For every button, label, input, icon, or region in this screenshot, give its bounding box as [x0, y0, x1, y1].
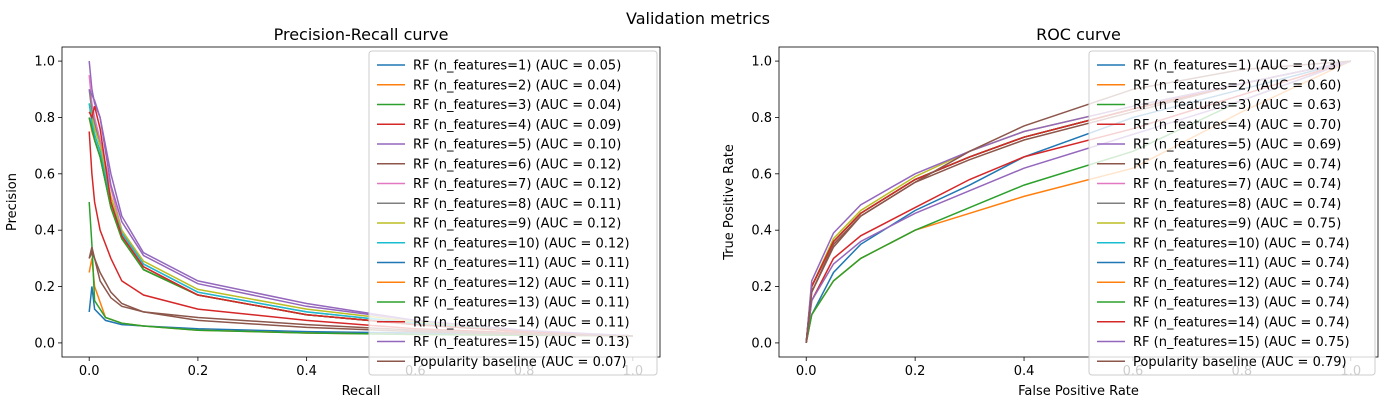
roc-ytick-label: 0.0 [751, 336, 772, 351]
pr-ytick-label: 0.0 [34, 336, 55, 351]
roc-ytick-label: 0.8 [751, 111, 772, 126]
pr-ytick-label: 0.4 [34, 224, 55, 239]
figure-suptitle: Validation metrics [626, 9, 770, 28]
roc-legend-label-14: RF (n_features=14) (AUC = 0.74) [1133, 315, 1350, 330]
roc-ylabel: True Positive Rate [722, 144, 737, 261]
roc-xtick-label: 0.0 [796, 364, 817, 379]
roc-ytick-label: 1.0 [751, 55, 772, 70]
pr-legend: RF (n_features=1) (AUC = 0.05) RF (n_feat… [368, 50, 658, 376]
roc-legend-label-16: Popularity baseline (AUC = 0.79) [1133, 355, 1347, 370]
pr-legend-label-6: RF (n_features=6) (AUC = 0.12) [413, 157, 621, 172]
pr-legend-label-8: RF (n_features=8) (AUC = 0.11) [413, 197, 621, 212]
roc-legend-label-3: RF (n_features=3) (AUC = 0.63) [1133, 98, 1341, 113]
roc-legend-label-9: RF (n_features=9) (AUC = 0.75) [1133, 217, 1341, 232]
roc-title: ROC curve [1036, 25, 1121, 44]
roc-legend-label-10: RF (n_features=10) (AUC = 0.74) [1133, 236, 1350, 251]
pr-legend-label-3: RF (n_features=3) (AUC = 0.04) [413, 98, 621, 113]
pr-ylabel: Precision [5, 173, 20, 231]
roc-plot-frame [778, 46, 1379, 358]
pr-legend-label-2: RF (n_features=2) (AUC = 0.04) [413, 78, 621, 93]
roc-legend-label-15: RF (n_features=15) (AUC = 0.75) [1133, 335, 1350, 350]
pr-legend-label-5: RF (n_features=5) (AUC = 0.10) [413, 138, 621, 153]
pr-xtick-label: 0.0 [79, 364, 100, 379]
roc-xtick-label: 0.4 [1014, 364, 1035, 379]
pr-ytick-label: 0.8 [34, 111, 55, 126]
pr-legend-label-12: RF (n_features=12) (AUC = 0.11) [413, 276, 630, 291]
pr-plot-frame [61, 46, 661, 358]
pr-xlabel: Recall [342, 384, 381, 399]
roc-axes: 0.00.20.40.60.81.00.00.20.40.60.81.0ROC … [722, 25, 1379, 399]
roc-legend-label-1: RF (n_features=1) (AUC = 0.73) [1133, 59, 1341, 74]
pr-xtick-label: 0.2 [188, 364, 209, 379]
pr-legend-label-16: Popularity baseline (AUC = 0.07) [413, 355, 627, 370]
pr-legend-label-7: RF (n_features=7) (AUC = 0.12) [413, 177, 621, 192]
pr-legend-box [368, 50, 658, 376]
pr-legend-label-14: RF (n_features=14) (AUC = 0.11) [413, 315, 630, 330]
roc-ytick-label: 0.4 [751, 224, 772, 239]
roc-legend-label-5: RF (n_features=5) (AUC = 0.69) [1133, 138, 1341, 153]
pr-legend-label-9: RF (n_features=9) (AUC = 0.12) [413, 217, 621, 232]
roc-legend-label-7: RF (n_features=7) (AUC = 0.74) [1133, 177, 1341, 192]
pr-legend-label-13: RF (n_features=13) (AUC = 0.11) [413, 296, 630, 311]
roc-legend-label-8: RF (n_features=8) (AUC = 0.74) [1133, 197, 1341, 212]
pr-axes: 0.00.20.40.60.81.00.00.20.40.60.81.0Prec… [5, 25, 661, 399]
roc-xtick-label: 0.2 [905, 364, 926, 379]
roc-legend-label-4: RF (n_features=4) (AUC = 0.70) [1133, 118, 1341, 133]
roc-legend-label-12: RF (n_features=12) (AUC = 0.74) [1133, 276, 1350, 291]
pr-legend-label-15: RF (n_features=15) (AUC = 0.13) [413, 335, 630, 350]
pr-title: Precision-Recall curve [274, 25, 449, 44]
pr-ytick-label: 0.2 [34, 280, 55, 295]
roc-ytick-label: 0.2 [751, 280, 772, 295]
roc-legend-label-13: RF (n_features=13) (AUC = 0.74) [1133, 296, 1350, 311]
roc-xlabel: False Positive Rate [1018, 384, 1139, 399]
pr-xtick-label: 0.4 [296, 364, 317, 379]
pr-legend-label-11: RF (n_features=11) (AUC = 0.11) [413, 256, 630, 271]
roc-legend: RF (n_features=1) (AUC = 0.73) RF (n_feat… [1088, 50, 1376, 376]
roc-legend-label-2: RF (n_features=2) (AUC = 0.60) [1133, 78, 1341, 93]
pr-ytick-label: 0.6 [34, 167, 55, 182]
roc-legend-box [1088, 50, 1376, 376]
pr-legend-label-4: RF (n_features=4) (AUC = 0.09) [413, 118, 621, 133]
roc-legend-label-6: RF (n_features=6) (AUC = 0.74) [1133, 157, 1341, 172]
pr-legend-label-1: RF (n_features=1) (AUC = 0.05) [413, 59, 621, 74]
roc-legend-label-11: RF (n_features=11) (AUC = 0.74) [1133, 256, 1350, 271]
pr-legend-label-10: RF (n_features=10) (AUC = 0.12) [413, 236, 630, 251]
pr-ytick-label: 1.0 [34, 55, 55, 70]
roc-ytick-label: 0.6 [751, 167, 772, 182]
